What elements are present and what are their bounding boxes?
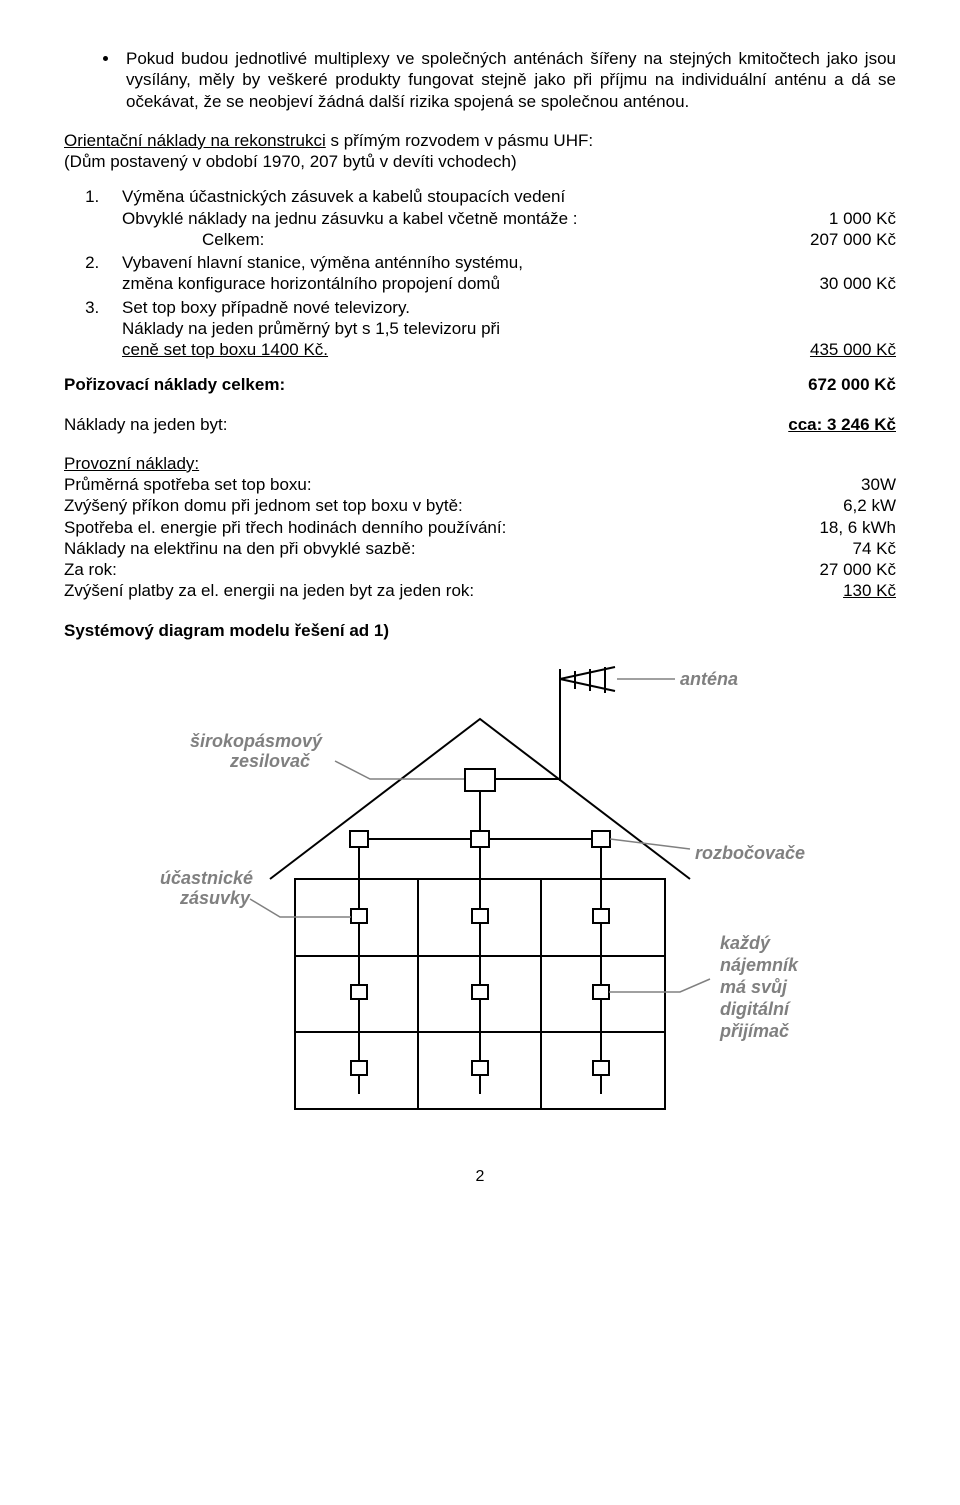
costs-heading: Orientační náklady na rekonstrukci s pří…: [64, 130, 896, 173]
cost-item-1-per-unit-value: 1 000 Kč: [829, 208, 896, 229]
diagram-label-amplifier-1: širokopásmový: [190, 731, 323, 751]
diagram-label-outlets-1: účastnické: [160, 868, 253, 888]
page-number: 2: [64, 1167, 896, 1187]
total-costs-row: Pořizovací náklady celkem: 672 000 Kč: [64, 374, 896, 395]
op-row-1-value: 30W: [861, 474, 896, 495]
op-row-2-label: Zvýšený příkon domu při jednom set top b…: [64, 495, 843, 516]
diagram-label-tenant-1: každý: [720, 933, 771, 953]
diagram-label-tenant-2: nájemník: [720, 955, 799, 975]
costs-heading-tail: s přímým rozvodem v pásmu UHF:: [326, 131, 593, 150]
costs-heading-underlined: Orientační náklady na rekonstrukci: [64, 131, 326, 150]
cost-item-3-label: ceně set top boxu 1400 Kč.: [122, 340, 328, 359]
op-row-6-label: Zvýšení platby za el. energii na jeden b…: [64, 580, 843, 601]
diagram-label-antenna: anténa: [680, 669, 738, 689]
per-flat-label: Náklady na jeden byt:: [64, 414, 788, 435]
diagram-title: Systémový diagram modelu řešení ad 1): [64, 620, 896, 641]
op-row-3-label: Spotřeba el. energie při třech hodinách …: [64, 517, 819, 538]
per-flat-value: cca: 3 246 Kč: [788, 414, 896, 435]
operating-heading: Provozní náklady:: [64, 453, 896, 474]
cost-item-2: Vybavení hlavní stanice, výměna anténníh…: [104, 252, 896, 295]
intro-bullet: Pokud budou jednotlivé multiplexy ve spo…: [120, 48, 896, 112]
cost-items: Výměna účastnických zásuvek a kabelů sto…: [64, 186, 896, 360]
cost-item-1-total-label: Celkem:: [122, 229, 810, 250]
diagram-label-splitters: rozbočovače: [695, 843, 805, 863]
op-row-2-value: 6,2 kW: [843, 495, 896, 516]
cost-item-2-value: 30 000 Kč: [819, 273, 896, 294]
diagram-label-tenant-3: má svůj: [720, 977, 788, 997]
op-row-6-value: 130 Kč: [843, 580, 896, 601]
cost-item-1: Výměna účastnických zásuvek a kabelů sto…: [104, 186, 896, 250]
system-diagram: anténa širokopásmový zesilovač účastnick…: [120, 649, 840, 1149]
operating-costs: Provozní náklady: Průměrná spotřeba set …: [64, 453, 896, 602]
cost-item-3-desc-b: Náklady na jeden průměrný byt s 1,5 tele…: [122, 318, 896, 339]
diagram-label-tenant-5: přijímač: [719, 1021, 789, 1041]
op-row-5-label: Za rok:: [64, 559, 819, 580]
cost-item-1-desc: Výměna účastnických zásuvek a kabelů sto…: [122, 186, 896, 207]
cost-item-3-value: 435 000 Kč: [810, 339, 896, 360]
total-costs-value: 672 000 Kč: [808, 374, 896, 395]
op-row-4-value: 74 Kč: [853, 538, 896, 559]
cost-item-2-label: změna konfigurace horizontálního propoje…: [122, 273, 819, 294]
diagram-label-outlets-2: zásuvky: [179, 888, 251, 908]
cost-item-2-desc: Vybavení hlavní stanice, výměna anténníh…: [122, 252, 896, 273]
cost-item-1-total-value: 207 000 Kč: [810, 229, 896, 250]
diagram-label-amplifier-2: zesilovač: [229, 751, 310, 771]
cost-item-3-desc-a: Set top boxy případně nové televizory.: [122, 297, 896, 318]
op-row-3-value: 18, 6 kWh: [819, 517, 896, 538]
total-costs-label: Pořizovací náklady celkem:: [64, 374, 808, 395]
diagram-label-tenant-4: digitální: [720, 999, 791, 1019]
op-row-4-label: Náklady na elektřinu na den při obvyklé …: [64, 538, 853, 559]
costs-heading-line2: (Dům postavený v období 1970, 207 bytů v…: [64, 152, 517, 171]
op-row-1-label: Průměrná spotřeba set top boxu:: [64, 474, 861, 495]
cost-item-1-per-unit-label: Obvyklé náklady na jednu zásuvku a kabel…: [122, 208, 829, 229]
intro-bullet-list: Pokud budou jednotlivé multiplexy ve spo…: [64, 48, 896, 112]
per-flat-row: Náklady na jeden byt: cca: 3 246 Kč: [64, 414, 896, 435]
op-row-5-value: 27 000 Kč: [819, 559, 896, 580]
cost-item-3: Set top boxy případně nové televizory. N…: [104, 297, 896, 361]
